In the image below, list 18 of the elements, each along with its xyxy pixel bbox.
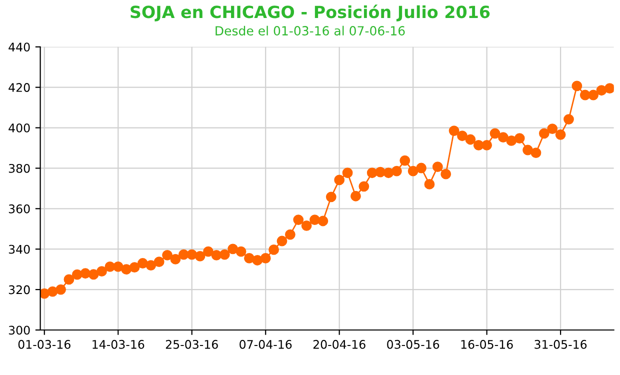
x-tick-label: 03-05-16 — [387, 340, 440, 349]
y-tick-label: 440 — [8, 42, 30, 52]
x-tick-label: 20-04-16 — [313, 340, 366, 349]
y-tick-label: 320 — [8, 285, 30, 294]
y-tick-label: 300 — [8, 326, 30, 335]
y-tick-label: 340 — [8, 244, 30, 254]
x-tick-label: 31-05-16 — [534, 340, 587, 349]
y-tick-label: 360 — [8, 204, 30, 214]
y-tick-label: 400 — [8, 123, 30, 132]
y-tick-label: 380 — [8, 164, 30, 173]
x-tick-label: 07-04-16 — [240, 340, 292, 349]
x-tick-label: 01-03-16 — [18, 340, 70, 349]
chart-subtitle: Desde el 01-03-16 al 07-06-16 — [216, 26, 405, 36]
x-tick-label: 16-05-16 — [461, 340, 513, 349]
chart-title: SOJA en CHICAGO - Posición Julio 2016 — [130, 4, 490, 22]
x-tick-label: 14-03-16 — [92, 340, 144, 349]
y-tick-label: 420 — [8, 83, 30, 92]
x-tick-label: 25-03-16 — [166, 340, 218, 349]
